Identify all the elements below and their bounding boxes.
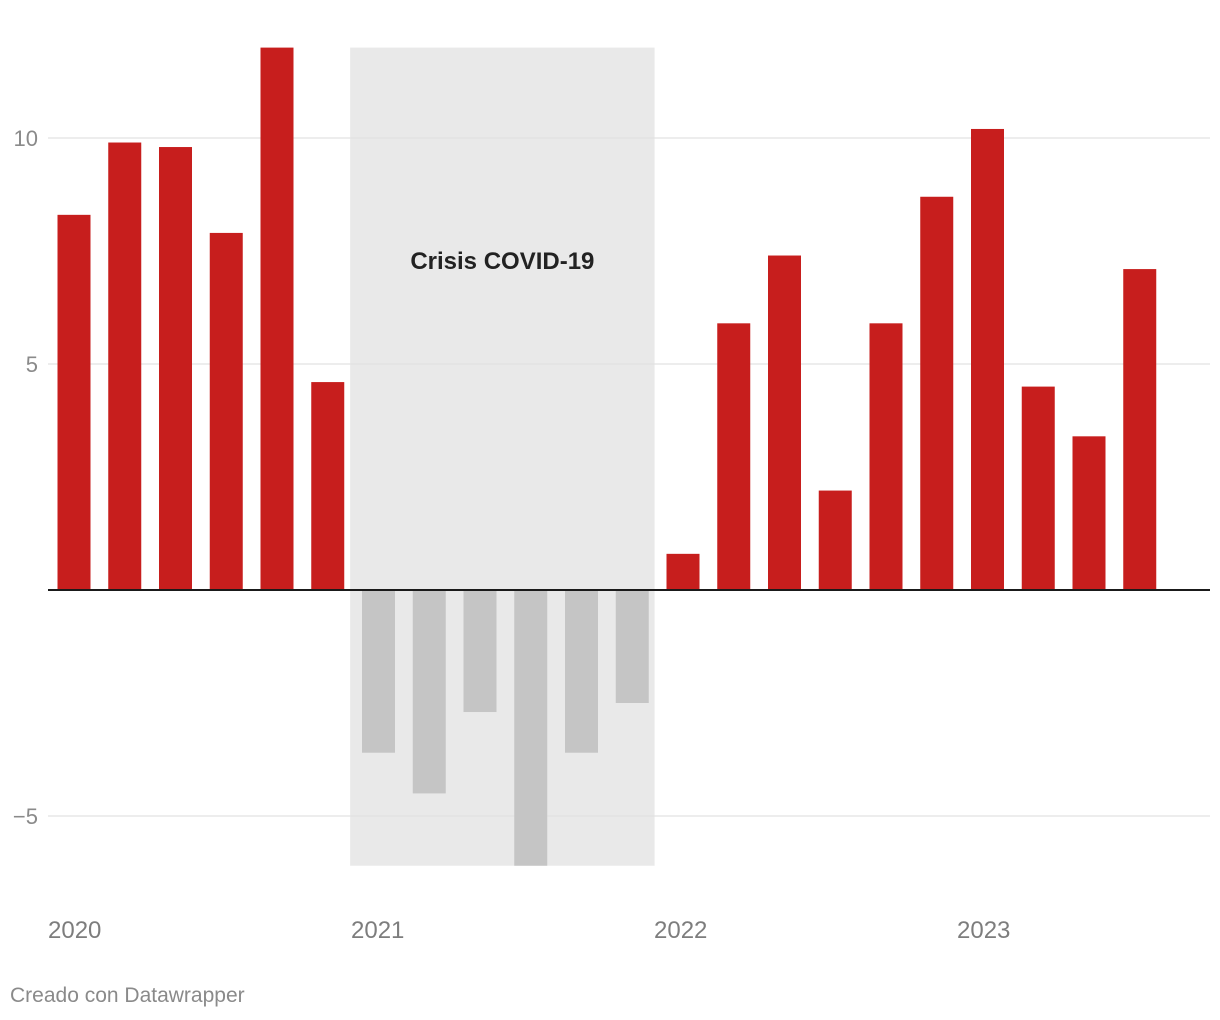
bar <box>362 590 395 753</box>
bar <box>514 590 548 866</box>
bar <box>818 490 852 590</box>
bar <box>565 590 598 753</box>
bar <box>768 255 801 590</box>
bar <box>159 147 192 591</box>
bar <box>971 128 1004 590</box>
bar <box>311 382 345 590</box>
bar <box>108 142 142 590</box>
bar <box>920 196 954 590</box>
bar <box>463 590 497 713</box>
covid-annotation: Crisis COVID-19 <box>410 248 594 275</box>
x-tick-label: 2021 <box>351 917 404 944</box>
bar <box>615 590 649 703</box>
covid-highlight-band <box>350 47 655 866</box>
datawrapper-credit: Creado con Datawrapper <box>10 984 245 1007</box>
x-tick-label: 2022 <box>654 917 707 944</box>
bar <box>412 590 446 794</box>
y-tick-label: −5 <box>13 804 38 829</box>
bar <box>717 323 751 590</box>
x-tick-label: 2023 <box>957 917 1010 944</box>
bar <box>209 232 243 591</box>
y-tick-label: 5 <box>26 352 38 377</box>
bar <box>1072 436 1106 590</box>
bar <box>666 553 700 590</box>
x-tick-label: 2020 <box>48 917 101 944</box>
bar-chart: 10 5 −5 2020 2021 2022 2023 Crisis COVID-19 <box>13 47 1210 944</box>
bar <box>260 47 294 591</box>
y-tick-label: 10 <box>14 126 38 151</box>
bar <box>1123 269 1157 590</box>
bar <box>869 323 903 590</box>
bar <box>1021 386 1055 590</box>
bar <box>57 214 91 590</box>
